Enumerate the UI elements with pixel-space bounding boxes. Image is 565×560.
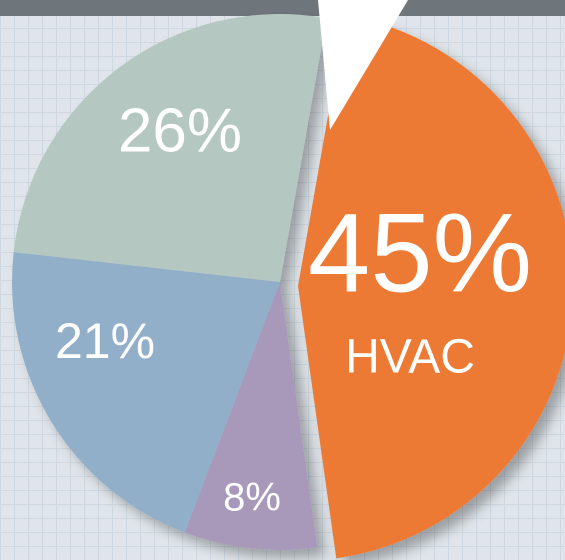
value-label: 8%: [223, 476, 281, 520]
chart: 45% HVAC 8% 21% 26%: [0, 0, 565, 560]
value-label: 26%: [118, 96, 242, 165]
category-label: HVAC: [345, 331, 475, 384]
value-label: 21%: [55, 313, 155, 369]
top-bar: [0, 0, 565, 16]
value-label: 45%: [308, 191, 532, 316]
